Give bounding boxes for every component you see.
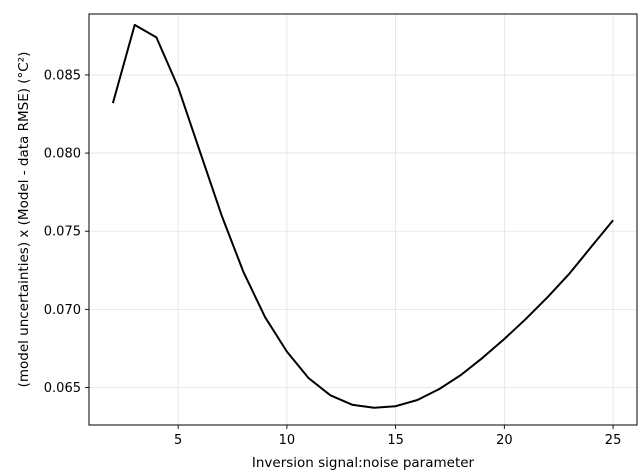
plot-frame (88, 13, 638, 426)
grid-lines (89, 14, 637, 425)
series-line (111, 23, 614, 409)
y-tick-label: 0.065 (44, 381, 81, 396)
y-axis-label: (model uncertainties) x (Model - data RM… (16, 52, 32, 388)
axis-ticks: 5 10 15 20 25 0.065 0.070 0.075 0.080 0.085 (44, 68, 622, 448)
x-axis-label: Inversion signal:noise parameter (252, 455, 475, 471)
y-tick-label: 0.075 (44, 225, 81, 240)
x-tick-label: 15 (387, 433, 404, 448)
x-tick-label: 20 (496, 433, 513, 448)
x-tick-label: 25 (605, 433, 622, 448)
y-tick-label: 0.080 (44, 147, 81, 162)
x-tick-label: 5 (174, 433, 182, 448)
x-tick-label: 10 (279, 433, 296, 448)
y-tick-label: 0.085 (44, 68, 81, 83)
series-layer (111, 23, 614, 409)
y-tick-label: 0.070 (44, 303, 81, 318)
